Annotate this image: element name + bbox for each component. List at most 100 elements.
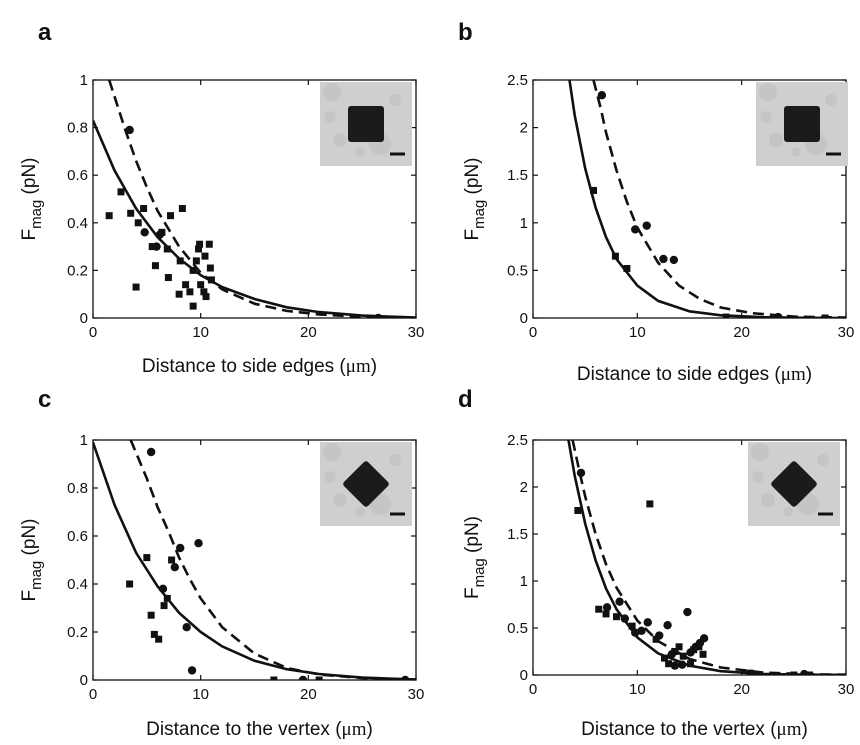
- square-marker: [117, 188, 125, 196]
- square-marker: [200, 288, 208, 296]
- dashed-fit-curve: [571, 440, 846, 675]
- dashed-fit-curve: [592, 80, 846, 318]
- circle-marker: [152, 242, 161, 251]
- inset-texture: [769, 133, 783, 147]
- x-tick-label: 10: [192, 324, 209, 341]
- y-tick-label: 0: [520, 310, 528, 327]
- panel-letter: d: [458, 386, 473, 413]
- square-marker: [192, 257, 200, 265]
- x-tick-label: 20: [300, 686, 317, 703]
- y-axis-label-sub: mag: [28, 561, 45, 590]
- panel-d: d 0 10 20 30 0 0.5 1 1.5 2 2.5 Distance to the vert…: [458, 386, 854, 740]
- magnet-square: [348, 106, 384, 142]
- x-axis-unit: μm: [777, 719, 802, 740]
- circle-marker: [158, 584, 168, 593]
- inset-micrograph-0: [320, 82, 412, 166]
- square-marker: [611, 252, 619, 260]
- x-axis-label: Distance to side edges (μm): [577, 364, 812, 385]
- square-marker: [189, 266, 197, 274]
- square-marker: [206, 264, 214, 272]
- circle-marker: [669, 255, 679, 265]
- square-marker: [167, 212, 175, 220]
- circle-marker: [155, 230, 164, 239]
- x-axis-label-text: Distance to the vertex (: [581, 719, 777, 740]
- panel-c: c 0 10 20 30 0 0.2 0.4 0.6 0.8 1 Distance to the ve…: [19, 386, 424, 740]
- plot-area: [567, 440, 846, 675]
- circle-marker: [176, 543, 185, 553]
- magnet-diamond: [771, 461, 817, 507]
- axes-frame: [532, 439, 847, 676]
- square-marker: [602, 610, 610, 618]
- y-tick-label: 0.4: [67, 215, 88, 232]
- circle-marker: [374, 313, 383, 318]
- inset-texture: [783, 507, 793, 517]
- x-tick-label: 10: [629, 324, 646, 341]
- y-tick-label: 2.5: [507, 432, 528, 449]
- y-tick-label: 0: [80, 672, 88, 689]
- square-marker: [163, 594, 171, 602]
- square-marker: [675, 643, 683, 651]
- circle-marker: [699, 634, 709, 643]
- square-marker: [147, 611, 155, 619]
- panel-a: a 0 10 20 30 0 0.2 0.4 0.6 0.8 1 Distance to side e…: [19, 19, 424, 377]
- circle-marker: [170, 563, 180, 572]
- inset-texture: [324, 471, 336, 483]
- inset-texture: [333, 493, 347, 507]
- inset-texture: [333, 133, 347, 147]
- y-axis-label-unit: (pN): [462, 157, 483, 199]
- square-marker: [612, 613, 620, 621]
- x-tick-label: 10: [629, 681, 646, 698]
- square-marker: [315, 676, 323, 680]
- panel-letter: a: [38, 19, 52, 46]
- axes-frame: [532, 79, 847, 319]
- y-tick-label: 0: [520, 667, 528, 684]
- circle-marker: [187, 666, 197, 675]
- square-marker: [160, 602, 168, 610]
- x-axis-label: Distance to the vertex (μm): [581, 719, 808, 740]
- x-axis-label-close: ): [806, 364, 812, 385]
- x-axis-label: Distance to the vertex (μm): [146, 719, 373, 740]
- y-tick-label: 0.8: [67, 480, 88, 497]
- y-axis-label-unit: (pN): [19, 518, 40, 560]
- circle-marker: [686, 648, 695, 657]
- y-tick-label: 1: [520, 215, 528, 232]
- inset-texture: [323, 83, 341, 101]
- square-marker: [590, 186, 598, 194]
- y-axis-label-sub: mag: [28, 200, 45, 229]
- inset-texture: [825, 94, 837, 106]
- inset-texture: [323, 443, 341, 461]
- panel-b: b 0 10 20 30 0 0.5 1 1.5 2 2.5 Distance to side edg…: [458, 19, 854, 385]
- square-marker: [671, 648, 679, 655]
- square-marker: [143, 554, 151, 562]
- x-tick-label: 30: [838, 681, 855, 698]
- square-marker: [197, 281, 205, 289]
- square-marker: [699, 650, 707, 658]
- inset-texture: [791, 147, 801, 157]
- plot-area: [93, 80, 416, 318]
- circle-marker: [667, 650, 676, 659]
- circle-marker: [637, 626, 646, 636]
- y-axis-label-sub: mag: [471, 558, 488, 587]
- x-axis-label-text: Distance to side edges (: [577, 364, 782, 385]
- circle-marker: [620, 614, 630, 623]
- plot-area: [93, 440, 416, 680]
- inset-texture: [752, 471, 764, 483]
- circle-marker: [642, 221, 651, 230]
- square-marker: [134, 219, 142, 227]
- y-tick-label: 0.2: [67, 624, 88, 641]
- square-marker: [790, 671, 798, 675]
- dashed-fit-curve: [107, 80, 416, 318]
- square-marker: [176, 257, 184, 265]
- y-axis-label-main: F: [462, 587, 483, 599]
- circle-marker: [800, 669, 809, 675]
- y-axis-label-sub: mag: [471, 200, 488, 229]
- inset-texture: [761, 493, 775, 507]
- x-tick-label: 10: [192, 686, 209, 703]
- circle-marker: [659, 254, 668, 264]
- x-tick-label: 20: [300, 324, 317, 341]
- x-tick-label: 20: [733, 324, 750, 341]
- inset-texture: [389, 94, 401, 106]
- circle-marker: [298, 675, 308, 680]
- square-marker: [679, 652, 687, 660]
- y-tick-label: 0.6: [67, 528, 88, 545]
